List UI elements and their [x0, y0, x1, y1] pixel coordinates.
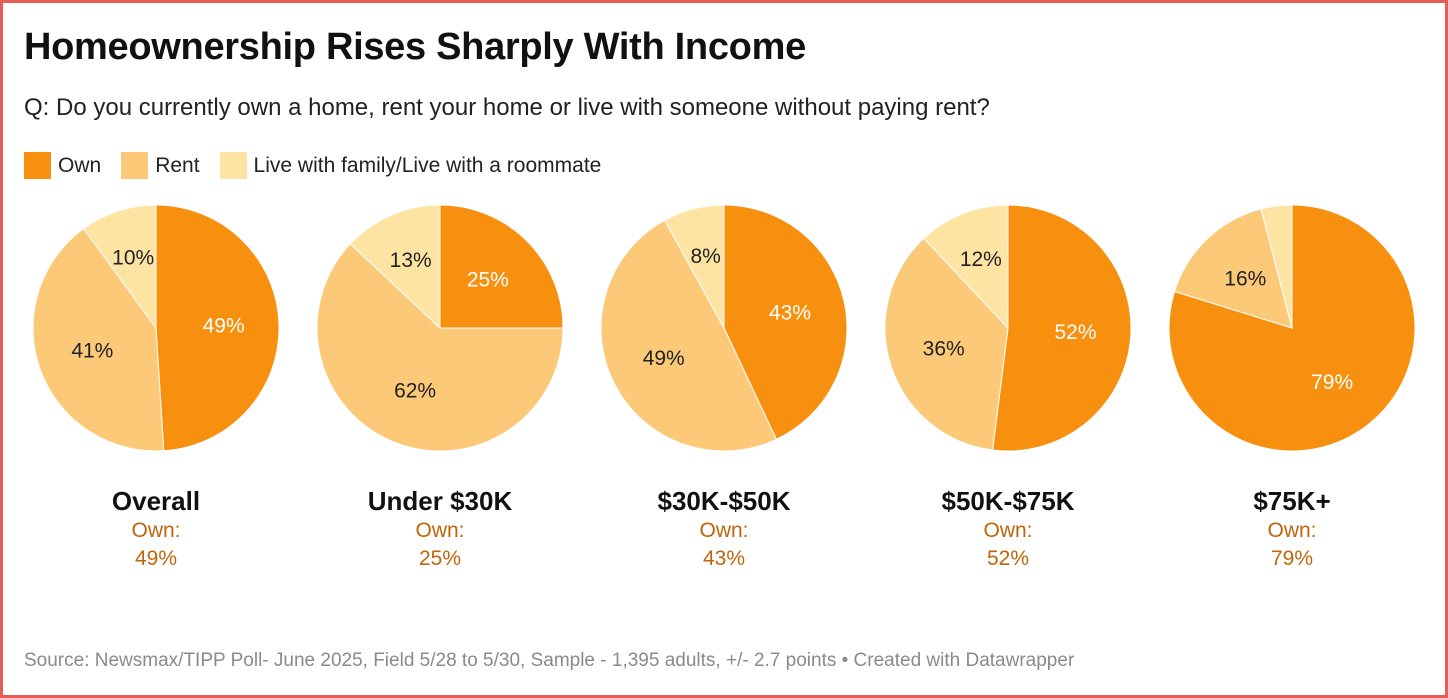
pie-slice-rent: [884, 237, 1009, 451]
pie-slice-rent: [316, 243, 564, 452]
pie-slice-live-with: [83, 205, 157, 330]
pie-title: Under $30K: [367, 486, 513, 516]
pie-chart-30k-50k: 43% 49% 8% $30K-$50K Own: 43%: [582, 205, 866, 573]
legend-item-own: Own: [24, 152, 101, 179]
own-value: 52%: [986, 547, 1030, 570]
pie-svg-under-30k: 25% 62% 13%: [316, 205, 564, 452]
pie-slice-own: [723, 205, 848, 440]
pie-slice-own: [992, 205, 1132, 452]
own-value: 49%: [134, 547, 178, 570]
own-value: 79%: [1270, 547, 1314, 570]
legend: Own Rent Live with family/Live with a ro…: [24, 152, 621, 179]
pie-title: Overall: [111, 486, 201, 516]
own-caption: Own:: [131, 519, 181, 542]
pie-title: $30K-$50K: [657, 486, 791, 516]
pie-slice-label-own: 49%: [203, 314, 245, 337]
pie-slice-live-with: [923, 205, 1009, 330]
pie-slice-own: [439, 205, 564, 329]
pie-svg-75k-plus: 79% 16%: [1168, 205, 1416, 452]
own-caption: Own:: [1267, 519, 1317, 542]
pie-slice-label-live-with: 10%: [112, 246, 154, 269]
pie-slice-label-live-with: 12%: [960, 248, 1002, 271]
pie-slice-rent: [32, 227, 165, 452]
pie-chart-overall: 49% 41% 10% Overall Own: 49%: [14, 205, 298, 573]
pie-slice-label-own: 79%: [1311, 371, 1353, 394]
pie-chart-75k-plus: 79% 16% $75K+ Own: 79%: [1150, 205, 1434, 573]
pie-slice-label-live-with: 13%: [390, 249, 432, 272]
source-footer: Source: Newsmax/TIPP Poll- June 2025, Fi…: [24, 650, 1075, 671]
own-caption: Own:: [699, 519, 749, 542]
pie-slice-label-rent: 62%: [394, 379, 436, 402]
legend-item-live-with: Live with family/Live with a roommate: [219, 152, 602, 179]
pie-slice-label-rent: 49%: [643, 347, 685, 370]
own-caption: Own:: [415, 519, 465, 542]
pie-title: $75K+: [1253, 486, 1331, 516]
legend-item-rent: Rent: [121, 152, 200, 179]
chart-title: Homeownership Rises Sharply With Income: [24, 26, 806, 68]
pie-slice-rent: [1173, 208, 1293, 329]
legend-label-live-with: Live with family/Live with a roommate: [253, 153, 602, 177]
pie-slice-label-rent: 16%: [1224, 268, 1266, 291]
pie-slice-label-own: 52%: [1055, 321, 1097, 344]
chart-subtitle: Q: Do you currently own a home, rent you…: [24, 94, 990, 121]
pie-chart-50k-75k: 52% 36% 12% $50K-$75K Own: 52%: [866, 205, 1150, 573]
pie-slice-live-with: [1260, 205, 1293, 329]
legend-label-rent: Rent: [155, 153, 200, 177]
pie-slice-rent: [600, 219, 778, 452]
pie-slice-label-rent: 36%: [923, 337, 965, 360]
pie-slice-own: [155, 205, 280, 452]
pie-slice-label-own: 25%: [467, 269, 509, 292]
legend-label-own: Own: [58, 153, 102, 177]
pie-slice-label-own: 43%: [769, 302, 811, 325]
pie-svg-50k-75k: 52% 36% 12%: [884, 205, 1132, 452]
legend-swatch-rent: [121, 152, 149, 179]
pie-slice-live-with: [664, 205, 725, 329]
legend-swatch-own: [24, 152, 51, 179]
legend-swatch-live-with: [219, 152, 247, 179]
pie-slice-live-with: [349, 205, 441, 330]
own-value: 43%: [702, 547, 746, 570]
own-value: 25%: [418, 547, 462, 570]
pie-title: $50K-$75K: [941, 486, 1075, 516]
pie-svg-overall: 49% 41% 10%: [32, 205, 280, 452]
pie-svg-30k-50k: 43% 49% 8%: [600, 205, 848, 452]
pie-slice-label-rent: 41%: [71, 339, 113, 362]
pie-chart-under-30k: 25% 62% 13% Under $30K Own: 25%: [298, 205, 582, 573]
own-caption: Own:: [983, 519, 1033, 542]
pie-charts-row: 49% 41% 10% Overall Own: 49% 25% 62% 13% Und…: [0, 205, 1448, 605]
pie-slice-label-live-with: 8%: [690, 245, 720, 268]
